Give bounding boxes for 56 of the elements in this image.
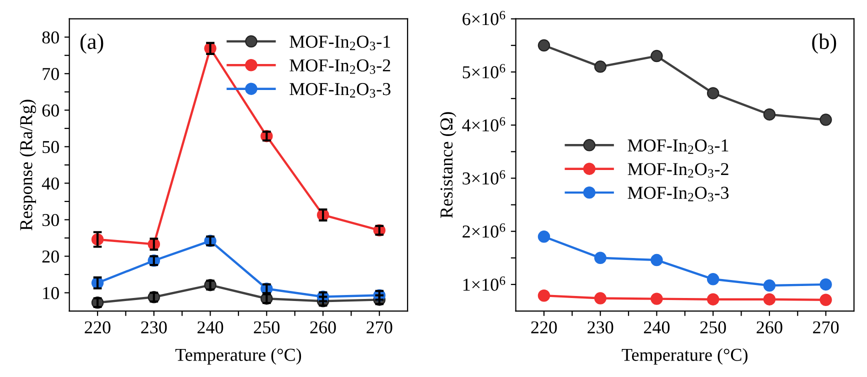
- x-tick-label: 230: [588, 321, 614, 334]
- point: [538, 290, 550, 302]
- y-tick-label: 70: [42, 68, 59, 80]
- point: [594, 292, 606, 304]
- legend-label: MOF-In$_{2}$O$_{3}$-1: [628, 139, 728, 154]
- point: [594, 252, 606, 264]
- point: [650, 254, 663, 266]
- point: [763, 279, 776, 292]
- x-tick-label: 220: [531, 321, 557, 334]
- x-tick-label: 250: [254, 321, 280, 334]
- x-tick-label: 240: [198, 321, 224, 334]
- legend-label: MOF-In$_{2}$O$_{3}$-1: [290, 36, 390, 50]
- point: [763, 293, 776, 306]
- y-tick-label: 80: [42, 31, 59, 44]
- y-tick-label: 50: [42, 140, 59, 154]
- x-tick-label: 260: [310, 321, 336, 334]
- x-tick-label: 220: [84, 321, 110, 334]
- point: [820, 114, 832, 126]
- y-tick-label: 30: [42, 214, 59, 226]
- annotation: (a): [80, 33, 104, 54]
- x-tick-label: 270: [366, 321, 392, 334]
- x-tick-label: 260: [756, 321, 782, 334]
- y-tick-label: 10: [43, 287, 59, 300]
- legend-label: MOF-In$_{2}$O$_{3}$-2: [628, 163, 728, 178]
- y-tick-label: 6×10$^{6}$: [462, 10, 506, 26]
- x-tick-label: 270: [813, 321, 839, 334]
- annotation: (b): [812, 33, 836, 54]
- y-tick-label: 40: [42, 177, 59, 190]
- y-tick-label: 5×10$^{6}$: [462, 64, 506, 78]
- point: [538, 39, 550, 52]
- legend-label: MOF-In$_{2}$O$_{3}$-3: [628, 186, 729, 202]
- y-tick-label: 4×10$^{6}$: [462, 117, 506, 132]
- legend-label: MOF-In$_{2}$O$_{3}$-2: [290, 59, 390, 74]
- x-axis-title: Temperature (°C): [175, 348, 302, 365]
- point: [706, 87, 720, 100]
- y-axis-title: Response (Ra/Rg): [20, 100, 36, 230]
- y-tick-label: 60: [42, 104, 59, 117]
- point: [763, 108, 776, 121]
- y-tick-label: 1×10$^{6}$: [463, 276, 506, 291]
- point: [594, 60, 606, 73]
- x-tick-label: 250: [700, 321, 726, 334]
- point: [650, 292, 663, 305]
- point: [820, 294, 832, 306]
- point: [650, 50, 663, 62]
- x-tick-label: 240: [644, 321, 670, 334]
- y-axis-title: Resistance (Ω): [440, 112, 456, 218]
- point: [706, 293, 720, 306]
- y-tick-label: 2×10$^{6}$: [462, 223, 506, 238]
- y-tick-label: 20: [42, 250, 59, 263]
- point: [706, 273, 720, 286]
- point: [538, 230, 550, 243]
- x-axis-title: Temperature (°C): [622, 348, 748, 365]
- x-tick-label: 230: [141, 321, 167, 334]
- point: [820, 278, 832, 291]
- legend-label: MOF-In$_{2}$O$_{3}$-3: [290, 83, 390, 98]
- y-tick-label: 3×10$^{6}$: [462, 170, 506, 185]
